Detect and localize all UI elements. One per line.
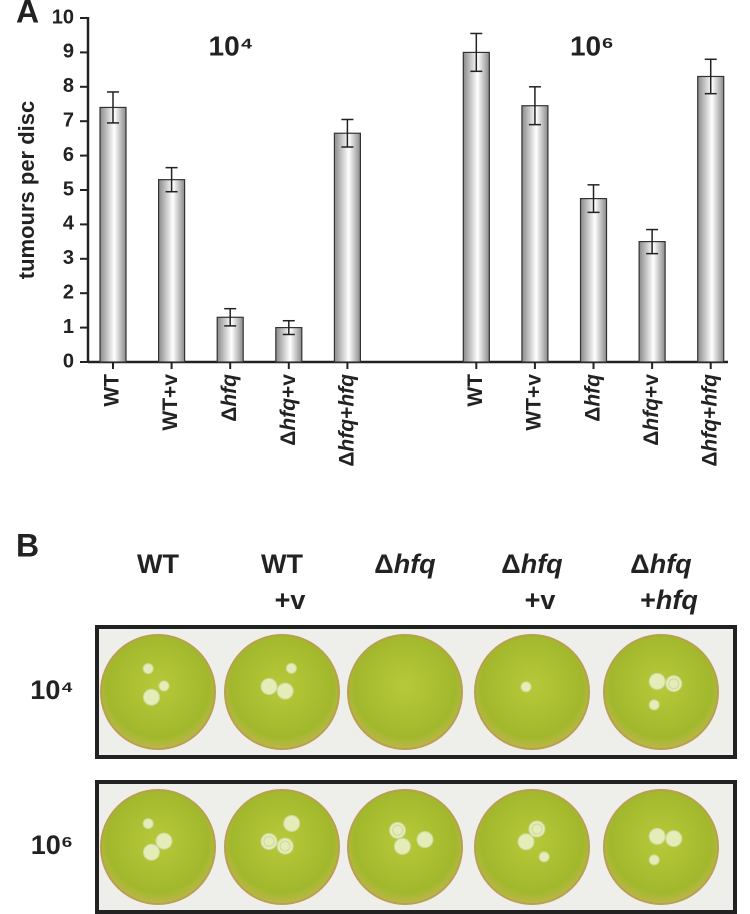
tumour xyxy=(648,672,666,690)
tumour xyxy=(665,830,683,848)
tumour xyxy=(648,827,666,845)
y-tick-label: 1 xyxy=(63,316,74,338)
disc-photo xyxy=(603,634,719,750)
y-tick-label: 0 xyxy=(63,350,74,372)
tumour xyxy=(416,831,434,849)
tumour xyxy=(158,680,170,692)
row-label: 10⁶ xyxy=(31,830,73,860)
column-label: Δhfq xyxy=(501,549,563,579)
disc-photo xyxy=(474,634,590,750)
tumour xyxy=(668,678,680,690)
panel-label: B xyxy=(16,527,39,563)
y-tick-label: 10 xyxy=(52,6,74,28)
bar xyxy=(697,75,725,363)
column-label: WT xyxy=(261,549,303,579)
tumour xyxy=(538,851,550,863)
column-label: Δhfq xyxy=(374,549,436,579)
bar xyxy=(521,105,549,363)
tumour xyxy=(279,840,291,852)
tumour xyxy=(285,662,297,674)
bar xyxy=(333,132,361,363)
column-label: +v xyxy=(275,585,306,615)
x-tick-label: WT xyxy=(101,374,124,407)
y-tick-label: 4 xyxy=(63,213,75,235)
column-label: +hfq xyxy=(640,585,698,615)
x-tick-label: WT xyxy=(464,374,487,407)
y-axis-label: tumours per disc xyxy=(14,101,39,279)
tumour xyxy=(648,699,660,711)
bar xyxy=(638,241,666,363)
tumour xyxy=(142,818,154,830)
tumour xyxy=(142,688,160,706)
group-label: 10⁶ xyxy=(570,30,614,61)
x-tick-label: Δhfq+hfq xyxy=(335,374,358,467)
disc-photo xyxy=(347,634,463,750)
tumour xyxy=(155,832,173,850)
tumour xyxy=(142,663,154,675)
column-label: WT xyxy=(137,549,179,579)
bar xyxy=(462,51,490,363)
x-tick-label: WT+v xyxy=(522,374,545,431)
y-tick-label: 2 xyxy=(63,281,74,303)
y-tick-label: 7 xyxy=(63,109,74,131)
x-tick-label: Δhfq+v xyxy=(276,374,299,446)
panel-label: A xyxy=(16,0,39,29)
bar xyxy=(579,198,608,363)
y-tick-label: 3 xyxy=(63,247,74,269)
disc-photo xyxy=(603,789,719,905)
tumour xyxy=(392,824,404,836)
bar xyxy=(99,106,127,363)
tumour xyxy=(393,837,411,855)
bar xyxy=(158,179,186,363)
tumour xyxy=(283,814,301,832)
tumour xyxy=(276,682,294,700)
tumour xyxy=(263,835,275,847)
x-tick-label: Δhfq xyxy=(581,374,604,422)
tumour xyxy=(260,678,278,696)
tumour xyxy=(648,854,660,866)
x-tick-label: Δhfq xyxy=(218,374,241,422)
x-tick-label: Δhfq+v xyxy=(640,374,663,446)
column-label: +v xyxy=(525,585,556,615)
x-tick-label: Δhfq+hfq xyxy=(698,374,721,467)
y-tick-label: 5 xyxy=(63,178,74,200)
y-tick-label: 6 xyxy=(63,144,74,166)
x-tick-label: WT+v xyxy=(159,374,182,431)
row-label: 10⁴ xyxy=(30,675,73,705)
tumour xyxy=(517,833,535,851)
y-tick-label: 8 xyxy=(63,75,74,97)
tumour xyxy=(531,823,543,835)
tumour xyxy=(520,681,532,693)
tumour xyxy=(142,843,160,861)
y-tick-label: 9 xyxy=(63,41,74,63)
group-label: 10⁴ xyxy=(209,30,254,61)
column-label: Δhfq xyxy=(630,549,692,579)
